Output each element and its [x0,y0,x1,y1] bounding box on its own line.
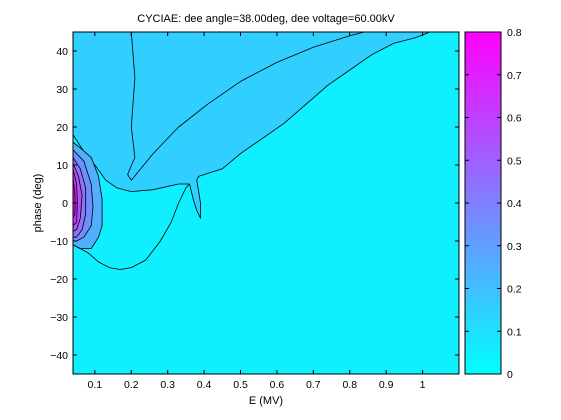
y-tick-label: 30 [56,84,68,96]
colorbar-tick-label: 0.1 [507,326,522,338]
y-tick-label: 10 [56,160,68,172]
contour-line-lower [73,183,190,270]
y-tick-label: 40 [56,46,68,58]
contour-region-0.7 [73,177,76,219]
y-tick-label: 0 [62,198,68,210]
contour-upper-lobe [127,32,365,181]
x-tick-label: 0.7 [306,379,321,391]
y-axis-label: phase (deg) [32,174,44,233]
colorbar-tick-label: 0.3 [507,241,522,253]
colorbar-axis: 0 0.1 0.2 0.3 0.4 0.5 0.6 0.7 0.8 [465,27,522,381]
x-tick-label: 0.1 [88,379,103,391]
x-axis-label: E (MV) [249,395,283,407]
colorbar-tick-label: 0.5 [507,155,522,167]
y-tick-label: −20 [50,274,68,286]
x-tick-label: 0.2 [124,379,139,391]
colorbar [464,31,502,375]
chart-title: CYCIAE: dee angle=38.00deg, dee voltage=… [137,13,395,25]
x-tick-label: 0.9 [379,379,394,391]
y-tick-label: −40 [50,350,68,362]
colorbar-tick-label: 0.2 [507,284,522,296]
x-tick-label: 1 [420,379,426,391]
x-axis: 0.1 0.2 0.3 0.4 0.5 0.6 0.7 0.8 0.9 1 [88,32,426,391]
y-tick-label: −30 [50,312,68,324]
colorbar-tick-label: 0.8 [507,27,522,39]
y-tick-label: −10 [50,236,68,248]
colorbar-tick-label: 0 [507,369,513,381]
plot-area [73,32,459,374]
colorbar-tick-label: 0.7 [507,70,522,82]
y-axis: −40 −30 −20 −10 0 10 20 30 40 [50,46,459,362]
x-tick-label: 0.5 [233,379,248,391]
y-tick-label: 20 [56,122,68,134]
x-tick-label: 0.8 [342,379,357,391]
x-tick-label: 0.6 [270,379,285,391]
colorbar-tick-label: 0.4 [507,198,522,210]
x-tick-label: 0.3 [160,379,175,391]
colorbar-tick-label: 0.6 [507,113,522,125]
x-tick-label: 0.4 [197,379,212,391]
